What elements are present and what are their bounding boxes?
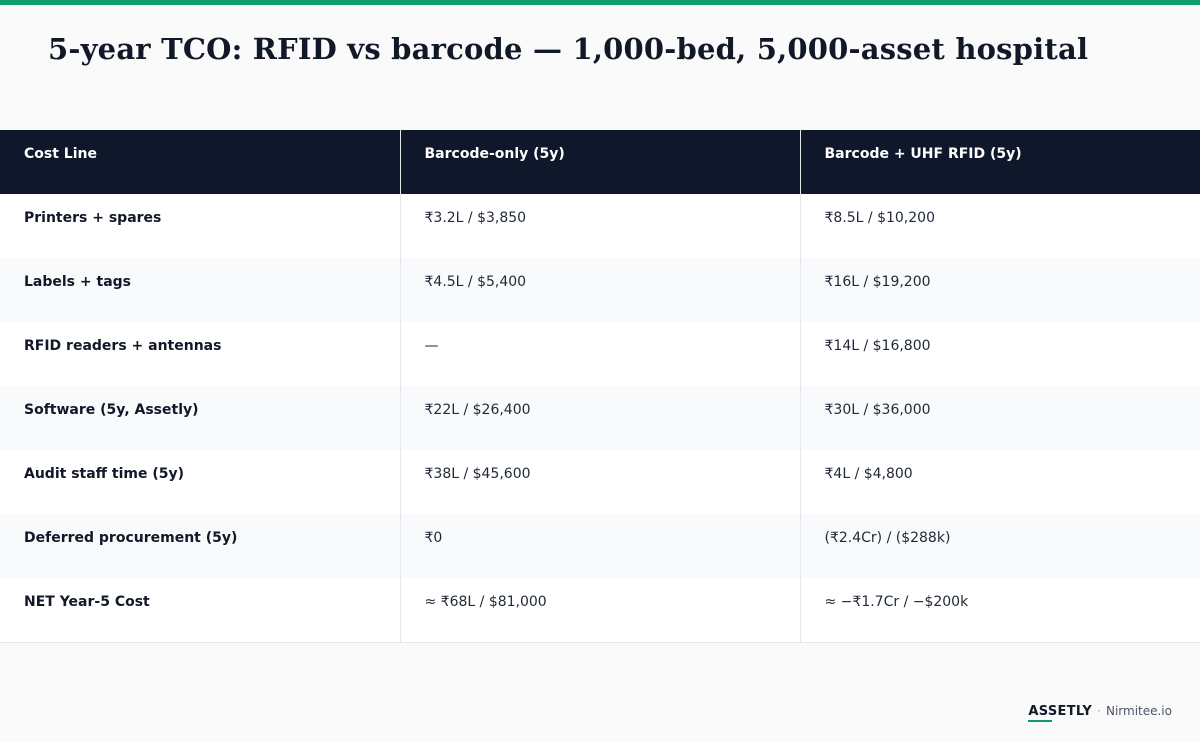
barcode-cost-cell: ₹0 xyxy=(399,514,800,578)
table-body: Printers + spares ₹3.2L / $3,850 ₹8.5L /… xyxy=(0,194,1200,643)
table-header: Cost Line Barcode-only (5y) Barcode + UH… xyxy=(0,130,1200,194)
top-accent-bar xyxy=(0,0,1200,5)
cost-line-cell: RFID readers + antennas xyxy=(0,322,400,386)
cost-line-cell: Audit staff time (5y) xyxy=(0,450,400,514)
footer-branding: ASSETLY · Nirmitee.io xyxy=(1028,704,1172,722)
barcode-cost-cell: ₹4.5L / $5,400 xyxy=(399,258,800,322)
page-title: 5-year TCO: RFID vs barcode — 1,000-bed,… xyxy=(48,32,1089,66)
table-row: Software (5y, Assetly) ₹22L / $26,400 ₹3… xyxy=(0,386,1200,450)
rfid-cost-cell: ₹8.5L / $10,200 xyxy=(799,194,1200,258)
table-row: Deferred procurement (5y) ₹0 (₹2.4Cr) / … xyxy=(0,514,1200,578)
table-row: Printers + spares ₹3.2L / $3,850 ₹8.5L /… xyxy=(0,194,1200,258)
rfid-cost-cell: ₹16L / $19,200 xyxy=(799,258,1200,322)
cost-line-cell: Printers + spares xyxy=(0,194,400,258)
cost-line-cell: Labels + tags xyxy=(0,258,400,322)
brand-logo: ASSETLY xyxy=(1028,704,1093,722)
brand-underline xyxy=(1028,720,1053,722)
cost-line-cell: Deferred procurement (5y) xyxy=(0,514,400,578)
footer-site: Nirmitee.io xyxy=(1105,704,1172,718)
header-barcode-rfid: Barcode + UHF RFID (5y) xyxy=(799,130,1200,194)
barcode-cost-cell: ₹22L / $26,400 xyxy=(399,386,800,450)
footer-separator: · xyxy=(1097,704,1101,718)
table-row-net-total: NET Year-5 Cost ≈ ₹68L / $81,000 ≈ −₹1.7… xyxy=(0,578,1200,643)
header-barcode-only: Barcode-only (5y) xyxy=(399,130,800,194)
barcode-cost-cell: — xyxy=(399,322,800,386)
brand-name: ASSETLY xyxy=(1028,704,1093,719)
rfid-cost-cell: ₹14L / $16,800 xyxy=(799,322,1200,386)
rfid-cost-cell: ₹4L / $4,800 xyxy=(799,450,1200,514)
header-row: Cost Line Barcode-only (5y) Barcode + UH… xyxy=(0,130,1200,194)
barcode-cost-cell: ₹38L / $45,600 xyxy=(399,450,800,514)
rfid-cost-cell: ₹30L / $36,000 xyxy=(799,386,1200,450)
barcode-cost-cell: ₹3.2L / $3,850 xyxy=(399,194,800,258)
cost-line-cell: Software (5y, Assetly) xyxy=(0,386,400,450)
table-row: Audit staff time (5y) ₹38L / $45,600 ₹4L… xyxy=(0,450,1200,514)
cost-line-cell: NET Year-5 Cost xyxy=(0,578,400,643)
header-cost-line: Cost Line xyxy=(0,130,400,194)
table-row: RFID readers + antennas — ₹14L / $16,800 xyxy=(0,322,1200,386)
barcode-cost-cell: ≈ ₹68L / $81,000 xyxy=(399,578,800,643)
table-row: Labels + tags ₹4.5L / $5,400 ₹16L / $19,… xyxy=(0,258,1200,322)
rfid-cost-cell: ≈ −₹1.7Cr / −$200k xyxy=(799,578,1200,643)
rfid-cost-cell: (₹2.4Cr) / ($288k) xyxy=(799,514,1200,578)
tco-table: Cost Line Barcode-only (5y) Barcode + UH… xyxy=(0,130,1200,643)
